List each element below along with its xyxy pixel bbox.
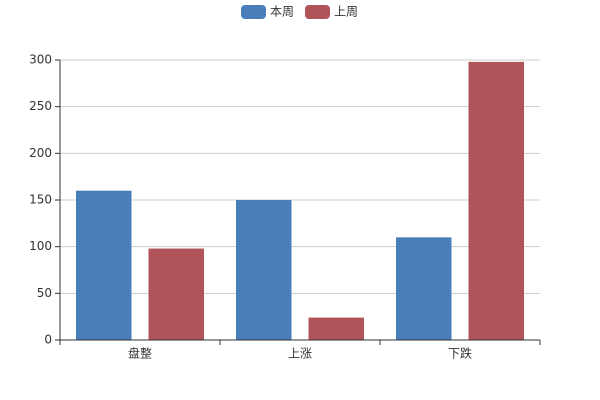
y-tick-label: 100 (29, 239, 52, 253)
x-tick-label: 盘整 (128, 346, 152, 361)
bar (308, 317, 364, 340)
y-tick-label: 300 (29, 53, 52, 67)
x-tick-label: 下跌 (448, 346, 472, 361)
legend-label: 上周 (334, 5, 358, 19)
y-tick-label: 200 (29, 146, 52, 160)
y-tick-label: 150 (29, 193, 52, 207)
y-tick-label: 0 (44, 333, 52, 347)
bar (396, 237, 452, 340)
y-tick-label: 250 (29, 99, 52, 113)
legend-swatch (241, 5, 266, 19)
bar (76, 190, 132, 340)
x-tick-label: 上涨 (288, 346, 312, 361)
y-tick-label: 50 (37, 286, 52, 300)
bar (468, 61, 524, 340)
legend-swatch (305, 5, 330, 19)
legend-label: 本周 (270, 5, 294, 19)
bar (236, 200, 292, 340)
bar (148, 248, 204, 340)
